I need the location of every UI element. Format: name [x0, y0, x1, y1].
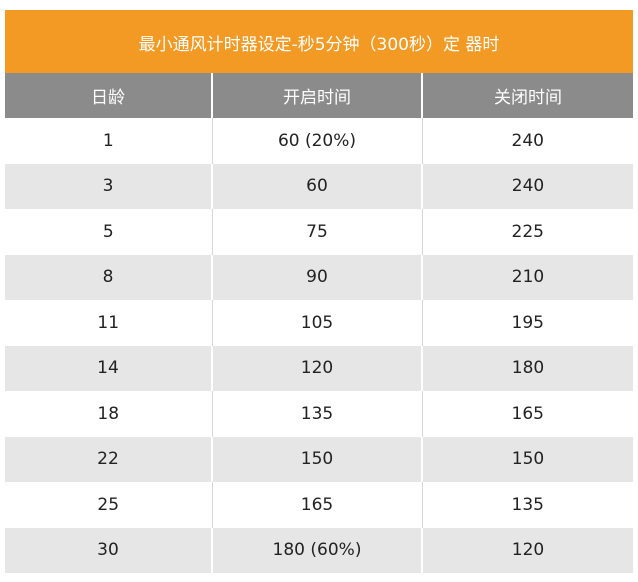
- off-time-cell: 210: [421, 254, 633, 300]
- off-time-cell: 225: [421, 209, 633, 255]
- table-row: 11 105 195: [5, 300, 633, 346]
- age-cell: 11: [5, 300, 212, 346]
- header-row: 日龄 开启时间 关闭时间: [5, 73, 633, 118]
- on-time-cell: 60 (20%): [211, 118, 422, 164]
- on-time-cell: 165: [211, 482, 422, 528]
- table-row: 1 60 (20%) 240: [5, 118, 633, 164]
- on-time-cell: 120: [211, 345, 422, 391]
- table-title: 最小通风计时器设定-秒5分钟（300秒）定 器时: [5, 10, 633, 73]
- on-time-cell: 135: [211, 391, 422, 437]
- age-cell: 3: [5, 163, 212, 209]
- off-time-cell: 180: [421, 345, 633, 391]
- timer-data-table: 日龄 开启时间 关闭时间 1 60 (20%) 240 3 60 240 5 7…: [5, 73, 633, 573]
- age-cell: 22: [5, 436, 212, 482]
- on-time-cell: 60: [211, 163, 422, 209]
- age-cell: 18: [5, 391, 212, 437]
- age-cell: 14: [5, 345, 212, 391]
- table-row: 30 180 (60%) 120: [5, 527, 633, 573]
- off-time-cell: 150: [421, 436, 633, 482]
- table-row: 8 90 210: [5, 254, 633, 300]
- age-cell: 5: [5, 209, 212, 255]
- on-time-cell: 180 (60%): [211, 527, 422, 573]
- column-header-on-time: 开启时间: [211, 73, 422, 118]
- off-time-cell: 120: [421, 527, 633, 573]
- column-header-off-time: 关闭时间: [421, 73, 633, 118]
- age-cell: 30: [5, 527, 212, 573]
- age-cell: 1: [5, 118, 212, 164]
- table-row: 14 120 180: [5, 345, 633, 391]
- ventilation-timer-table: 最小通风计时器设定-秒5分钟（300秒）定 器时 日龄 开启时间 关闭时间 1 …: [5, 10, 633, 573]
- off-time-cell: 240: [421, 118, 633, 164]
- table-row: 5 75 225: [5, 209, 633, 255]
- age-cell: 25: [5, 482, 212, 528]
- on-time-cell: 90: [211, 254, 422, 300]
- on-time-cell: 150: [211, 436, 422, 482]
- off-time-cell: 195: [421, 300, 633, 346]
- off-time-cell: 240: [421, 163, 633, 209]
- column-header-age: 日龄: [5, 73, 212, 118]
- off-time-cell: 135: [421, 482, 633, 528]
- age-cell: 8: [5, 254, 212, 300]
- on-time-cell: 105: [211, 300, 422, 346]
- on-time-cell: 75: [211, 209, 422, 255]
- table-row: 25 165 135: [5, 482, 633, 528]
- table-row: 22 150 150: [5, 436, 633, 482]
- table-row: 18 135 165: [5, 391, 633, 437]
- off-time-cell: 165: [421, 391, 633, 437]
- table-row: 3 60 240: [5, 163, 633, 209]
